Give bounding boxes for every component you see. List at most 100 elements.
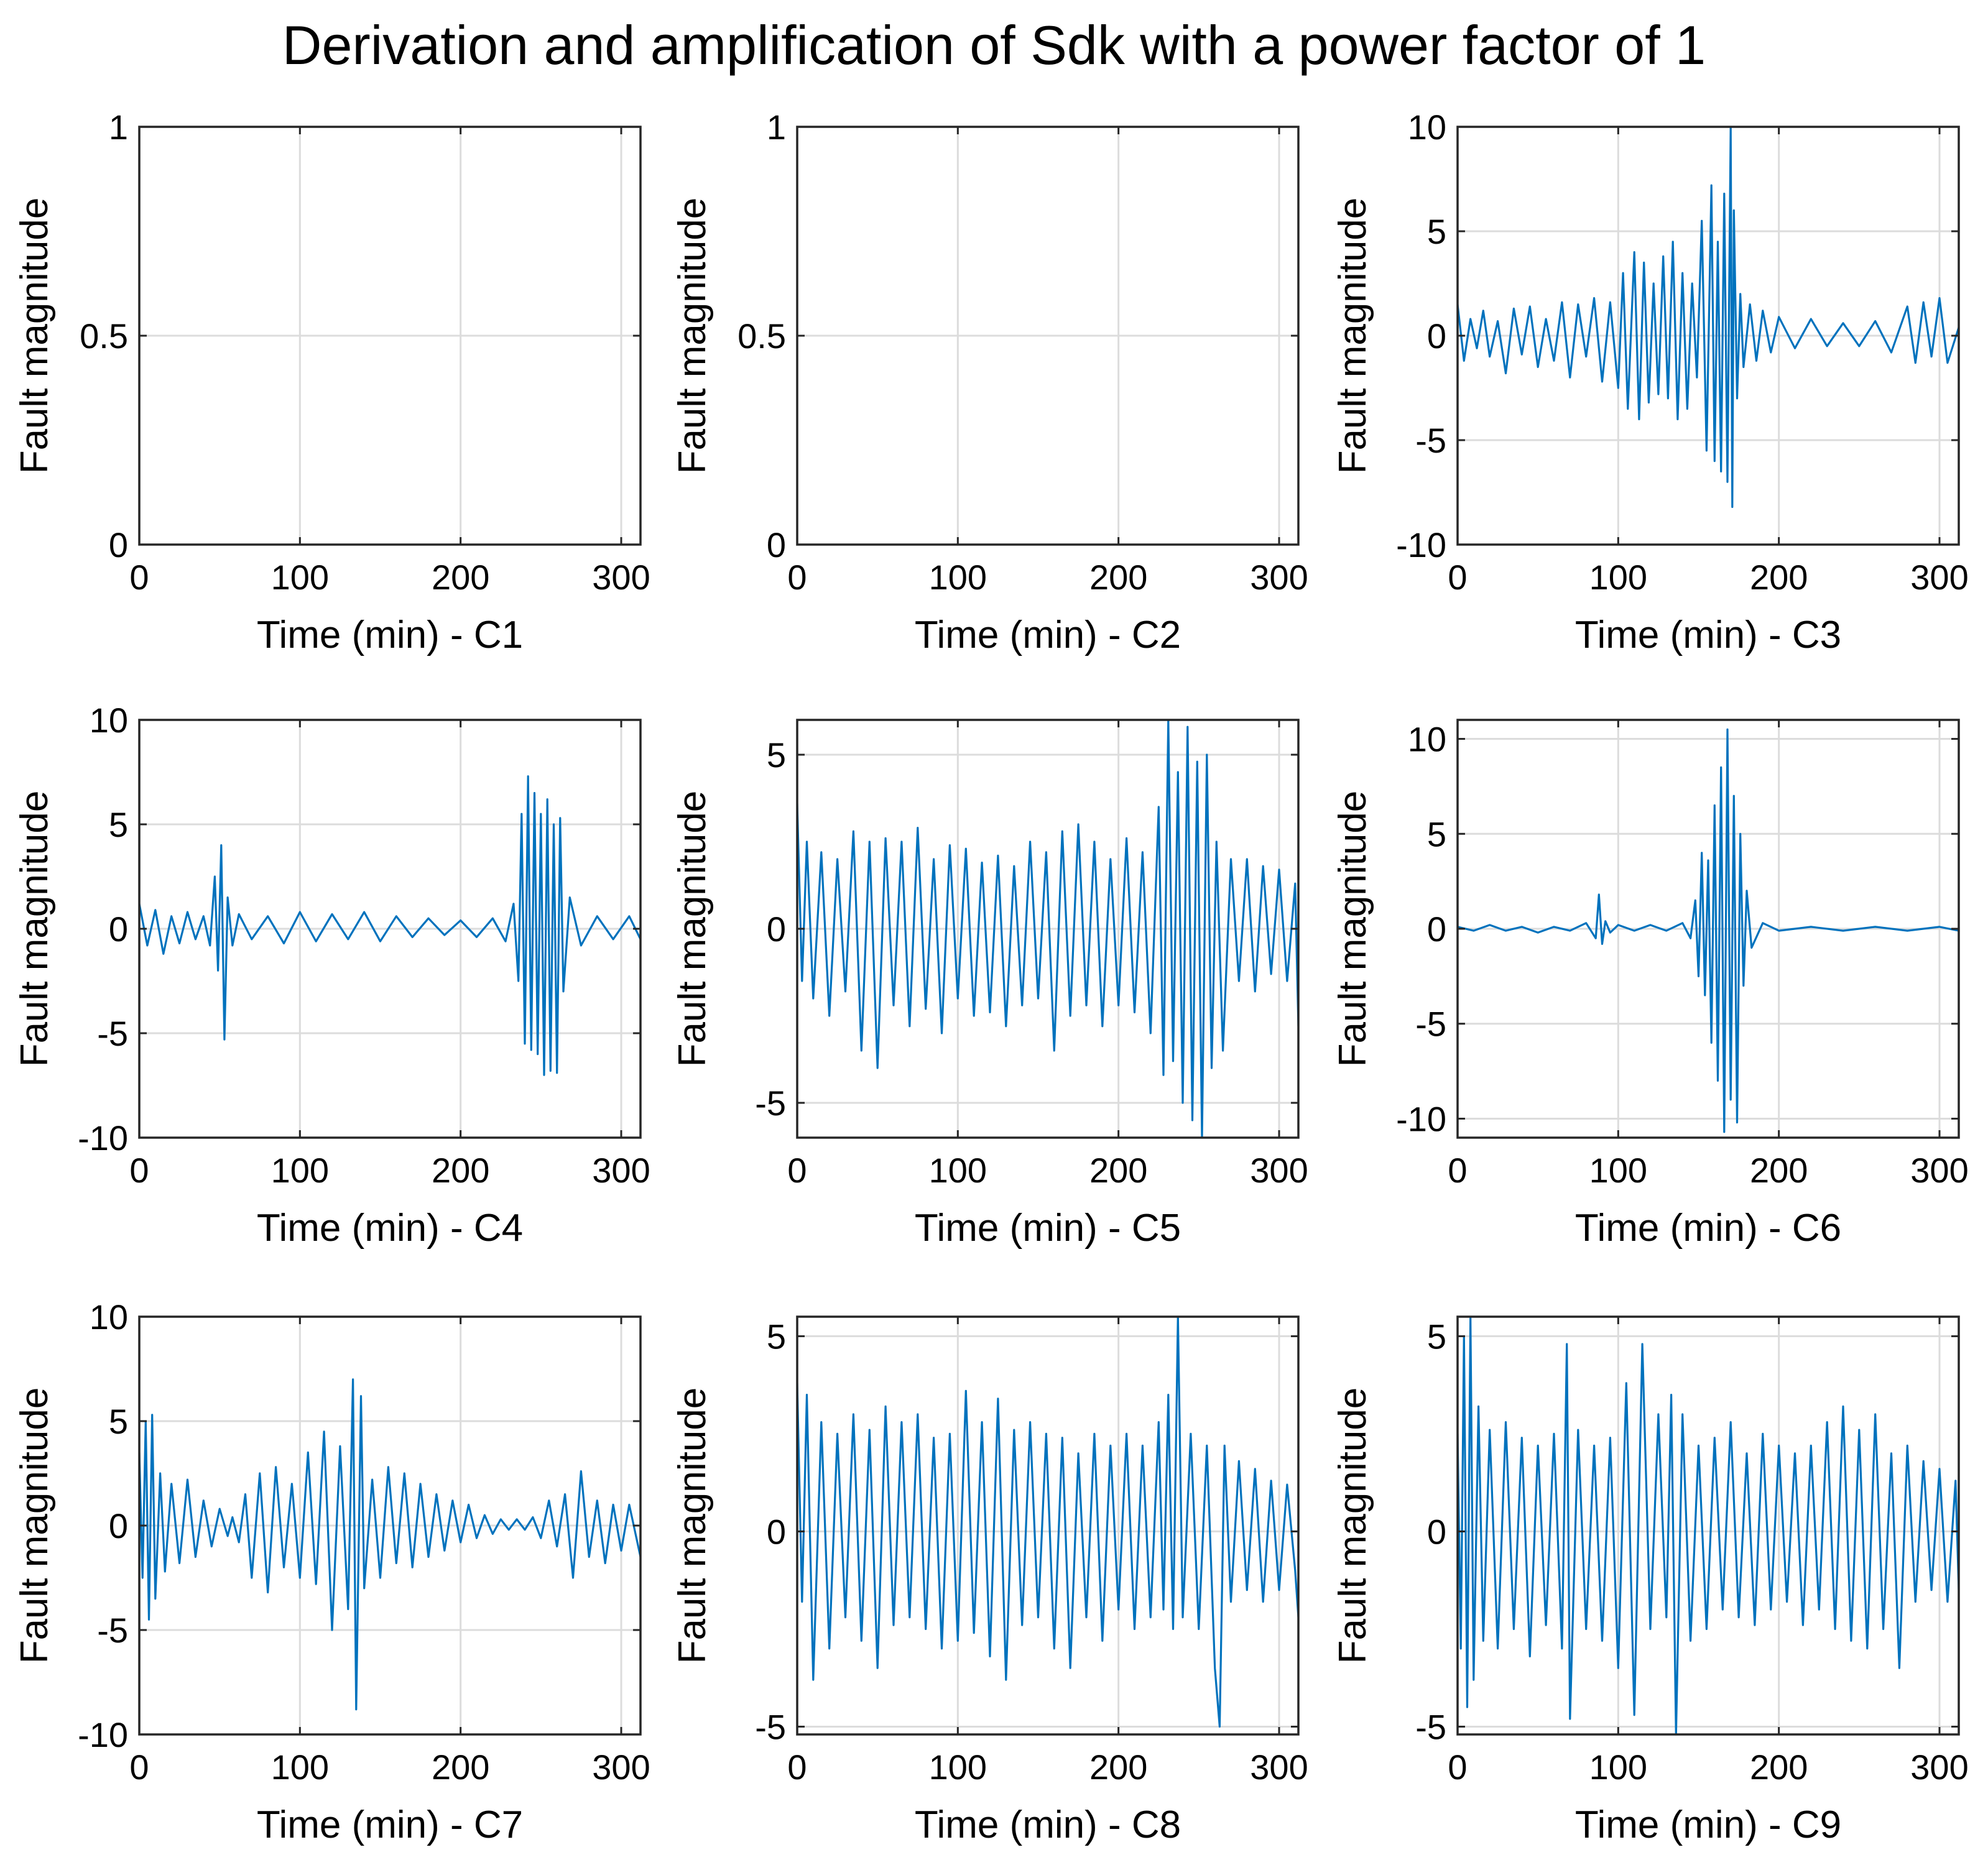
x-tick-label: 300 bbox=[592, 1748, 650, 1787]
x-axis-label: Time (min) - C6 bbox=[1575, 1207, 1841, 1250]
x-tick-label: 300 bbox=[592, 1151, 650, 1190]
y-tick-label: -5 bbox=[755, 1707, 786, 1746]
series-line-c5 bbox=[797, 720, 1298, 1138]
x-tick-label: 300 bbox=[1250, 558, 1308, 597]
x-tick-label: 100 bbox=[1589, 1151, 1647, 1190]
y-axis-label: Fault magnitude bbox=[13, 1388, 56, 1664]
x-tick-label: 100 bbox=[271, 558, 329, 597]
x-axis-label: Time (min) - C7 bbox=[257, 1803, 523, 1846]
y-tick-label: 5 bbox=[1427, 212, 1446, 251]
y-tick-label: 10 bbox=[1408, 108, 1446, 147]
series-line-c7 bbox=[139, 1378, 640, 1711]
y-axis-label: Fault magnitude bbox=[671, 1388, 714, 1664]
x-tick-label: 100 bbox=[929, 558, 987, 597]
y-tick-label: 10 bbox=[1408, 720, 1446, 759]
subplot-c4: 0 100 200 300 -10 -5 0 5 10 Time (min) - C4 Fault … bbox=[13, 701, 650, 1250]
x-tick-label: 300 bbox=[1250, 1151, 1308, 1190]
y-tick-label: -5 bbox=[1415, 1707, 1446, 1746]
x-tick-label: 100 bbox=[1589, 558, 1647, 597]
x-tick-label: 100 bbox=[929, 1748, 987, 1787]
x-tick-label: 200 bbox=[432, 1151, 489, 1190]
y-tick-label: -5 bbox=[97, 1611, 128, 1650]
y-axis-label: Fault magnitude bbox=[671, 791, 714, 1067]
x-axis-label: Time (min) - C5 bbox=[915, 1207, 1181, 1250]
x-axis-label: Time (min) - C3 bbox=[1575, 614, 1841, 656]
x-tick-label: 100 bbox=[271, 1748, 329, 1787]
y-tick-label: 0 bbox=[109, 909, 128, 949]
subplot-c3: 0 100 200 300 -10 -5 0 5 10 Time (min) - C3 Fault … bbox=[1331, 108, 1969, 656]
figure-title: Derivation and amplification of Sdk with… bbox=[282, 14, 1706, 76]
y-axis-label: Fault magnitude bbox=[1331, 1388, 1374, 1664]
series-line-c9 bbox=[1458, 1317, 1959, 1734]
y-tick-label: 0.5 bbox=[80, 316, 128, 356]
y-tick-label: 5 bbox=[1427, 1317, 1446, 1356]
y-tick-label: 5 bbox=[767, 1317, 786, 1356]
x-tick-label: 100 bbox=[271, 1151, 329, 1190]
y-tick-label: -10 bbox=[1396, 525, 1446, 564]
x-axis-label: Time (min) - C8 bbox=[915, 1803, 1181, 1846]
x-tick-label: 0 bbox=[787, 1748, 807, 1787]
y-tick-label: 0 bbox=[109, 1506, 128, 1545]
x-tick-label: 200 bbox=[432, 1748, 489, 1787]
y-tick-label: 1 bbox=[767, 108, 786, 147]
y-tick-label: 10 bbox=[90, 701, 128, 740]
x-tick-label: 200 bbox=[432, 558, 489, 597]
series-line-c8 bbox=[797, 1317, 1298, 1728]
series-line-c4 bbox=[139, 775, 640, 1076]
y-tick-label: -5 bbox=[755, 1084, 786, 1123]
x-axis-label: Time (min) - C4 bbox=[257, 1207, 523, 1250]
x-tick-label: 200 bbox=[1750, 1151, 1808, 1190]
x-tick-label: 300 bbox=[1910, 1748, 1968, 1787]
y-tick-label: 1 bbox=[109, 108, 128, 147]
x-tick-label: 300 bbox=[1910, 1151, 1968, 1190]
x-tick-label: 100 bbox=[1589, 1748, 1647, 1787]
x-tick-label: 200 bbox=[1089, 558, 1147, 597]
x-tick-label: 200 bbox=[1750, 1748, 1808, 1787]
x-tick-label: 200 bbox=[1089, 1748, 1147, 1787]
y-tick-label: 0 bbox=[109, 525, 128, 564]
x-tick-label: 0 bbox=[129, 558, 149, 597]
x-tick-label: 300 bbox=[592, 558, 650, 597]
plot-area bbox=[1458, 1317, 1959, 1734]
x-axis-label: Time (min) - C1 bbox=[257, 614, 523, 656]
x-tick-label: 0 bbox=[787, 1151, 807, 1190]
series-line-c6 bbox=[1458, 728, 1959, 1133]
y-tick-label: -5 bbox=[97, 1014, 128, 1053]
x-tick-label: 300 bbox=[1910, 558, 1968, 597]
y-tick-label: -10 bbox=[78, 1715, 128, 1754]
y-tick-label: 5 bbox=[1427, 814, 1446, 854]
y-axis-label: Fault magnitude bbox=[13, 791, 56, 1067]
x-tick-label: 0 bbox=[129, 1151, 149, 1190]
subplot-c1: 0 100 200 300 0 0.5 1 Time (min) - C1 Fault magn… bbox=[13, 108, 650, 656]
y-tick-label: 0 bbox=[767, 1512, 786, 1551]
x-tick-label: 0 bbox=[1448, 1748, 1467, 1787]
x-tick-label: 100 bbox=[929, 1151, 987, 1190]
x-tick-label: 0 bbox=[1448, 558, 1467, 597]
y-tick-label: 0 bbox=[1427, 909, 1446, 949]
x-tick-label: 0 bbox=[129, 1748, 149, 1787]
y-tick-label: 5 bbox=[109, 805, 128, 844]
x-axis-label: Time (min) - C2 bbox=[915, 614, 1181, 656]
y-tick-label: -10 bbox=[78, 1118, 128, 1158]
y-tick-label: 0 bbox=[767, 909, 786, 949]
y-tick-label: 0 bbox=[1427, 1512, 1446, 1551]
x-tick-label: 0 bbox=[787, 558, 807, 597]
axes-box bbox=[796, 1315, 1300, 1736]
x-tick-label: 300 bbox=[1250, 1748, 1308, 1787]
x-tick-label: 200 bbox=[1750, 558, 1808, 597]
axes-box bbox=[1456, 1315, 1960, 1736]
x-tick-label: 0 bbox=[1448, 1151, 1467, 1190]
y-tick-label: -5 bbox=[1415, 1005, 1446, 1044]
y-tick-label: -10 bbox=[1396, 1099, 1446, 1138]
y-tick-label: 5 bbox=[767, 735, 786, 775]
y-tick-label: 10 bbox=[90, 1297, 128, 1337]
y-tick-label: 0.5 bbox=[737, 316, 786, 356]
series-line-c3 bbox=[1458, 127, 1959, 509]
y-tick-label: 5 bbox=[109, 1402, 128, 1441]
subplot-c7: 0 100 200 300 -10 -5 0 5 10 Time (min) - C7 Fault … bbox=[13, 1297, 650, 1846]
y-axis-label: Fault magnitude bbox=[671, 198, 714, 474]
y-tick-label: 0 bbox=[1427, 316, 1446, 356]
